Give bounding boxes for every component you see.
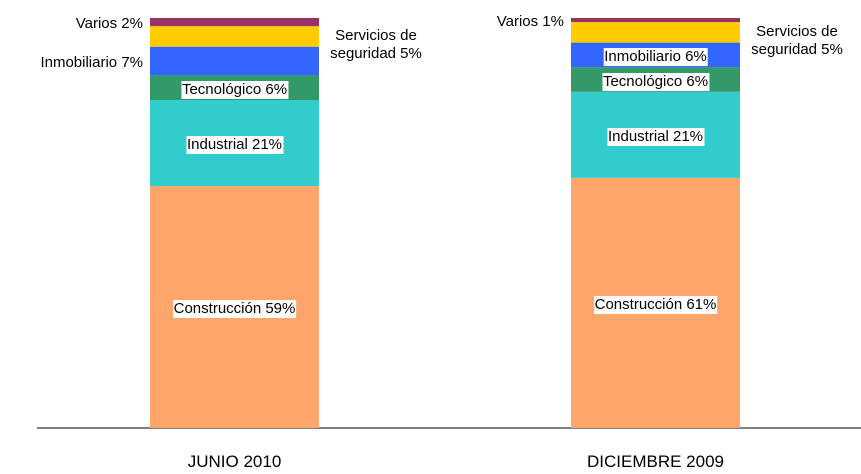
data-label: Tecnológico 6%	[601, 72, 710, 91]
data-label: Inmobiliario 6%	[603, 47, 708, 66]
bar-segment	[571, 18, 740, 23]
data-label: Construcción 61%	[593, 295, 718, 314]
bar-segment	[571, 22, 740, 43]
data-label: Industrial 21%	[606, 127, 705, 146]
x-tick-label: DICIEMBRE 2009	[587, 452, 724, 471]
data-label: Servicios de seguridad 5%	[751, 23, 843, 59]
data-label: Servicios de seguridad 5%	[330, 27, 422, 63]
data-label: Varios 1%	[496, 13, 564, 31]
x-tick-label: JUNIO 2010	[187, 452, 282, 471]
bar-segment	[150, 18, 319, 27]
data-label: Industrial 21%	[185, 136, 284, 155]
bar-segment	[150, 26, 319, 47]
data-label: Varios 2%	[75, 15, 143, 33]
bar-segment	[150, 46, 319, 76]
data-label: Tecnológico 6%	[180, 80, 289, 99]
data-label: Construcción 59%	[172, 300, 297, 319]
data-label: Inmobiliario 7%	[40, 54, 143, 72]
